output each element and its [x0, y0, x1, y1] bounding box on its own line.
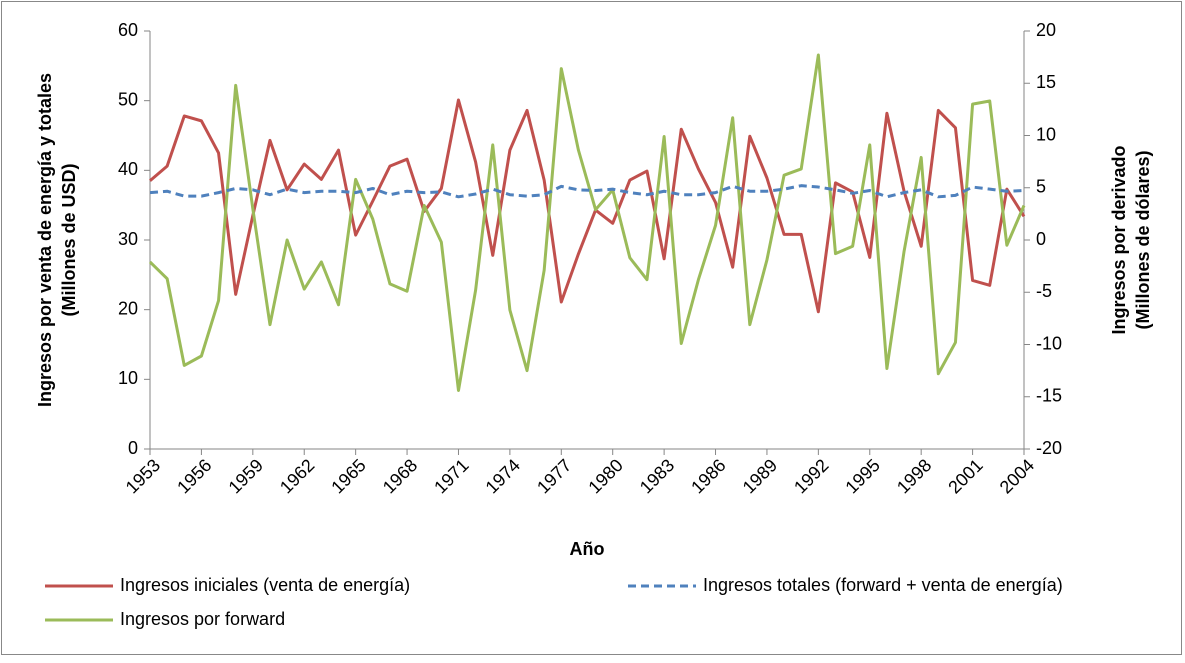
- y-axis-title: Ingresos por venta de energía y totales: [35, 73, 55, 407]
- y2-tick-label: 5: [1036, 177, 1046, 197]
- series-line: [149, 184, 1025, 199]
- y-tick-label: 40: [118, 159, 138, 179]
- y2-axis-title: Ingresos por derivado: [1109, 145, 1129, 334]
- y-tick-label: 0: [128, 438, 138, 458]
- legend-label: Ingresos totales (forward + venta de ene…: [703, 575, 1063, 595]
- y2-tick-label: -20: [1036, 438, 1062, 458]
- x-axis-title: Año: [570, 539, 605, 559]
- y-tick-label: 50: [118, 89, 138, 109]
- series-line: [149, 98, 1026, 314]
- y2-tick-label: -10: [1036, 333, 1062, 353]
- y2-tick-label: 20: [1036, 20, 1056, 40]
- y2-tick-label: 0: [1036, 229, 1046, 249]
- y-tick-label: 60: [118, 20, 138, 40]
- y2-tick-label: 15: [1036, 72, 1056, 92]
- legend-label: Ingresos por forward: [120, 609, 285, 629]
- legend-label: Ingresos iniciales (venta de energía): [120, 575, 410, 595]
- y-tick-label: 30: [118, 229, 138, 249]
- series-line: [148, 53, 1026, 392]
- y2-tick-label: -15: [1036, 386, 1062, 406]
- y2-tick-label: 10: [1036, 124, 1056, 144]
- y2-tick-label: -5: [1036, 281, 1052, 301]
- y-tick-label: 10: [118, 368, 138, 388]
- y2-axis-title: (Millones de dólares): [1133, 150, 1153, 329]
- y-tick-label: 20: [118, 298, 138, 318]
- y-axis-title: (Millones de USD): [59, 163, 79, 316]
